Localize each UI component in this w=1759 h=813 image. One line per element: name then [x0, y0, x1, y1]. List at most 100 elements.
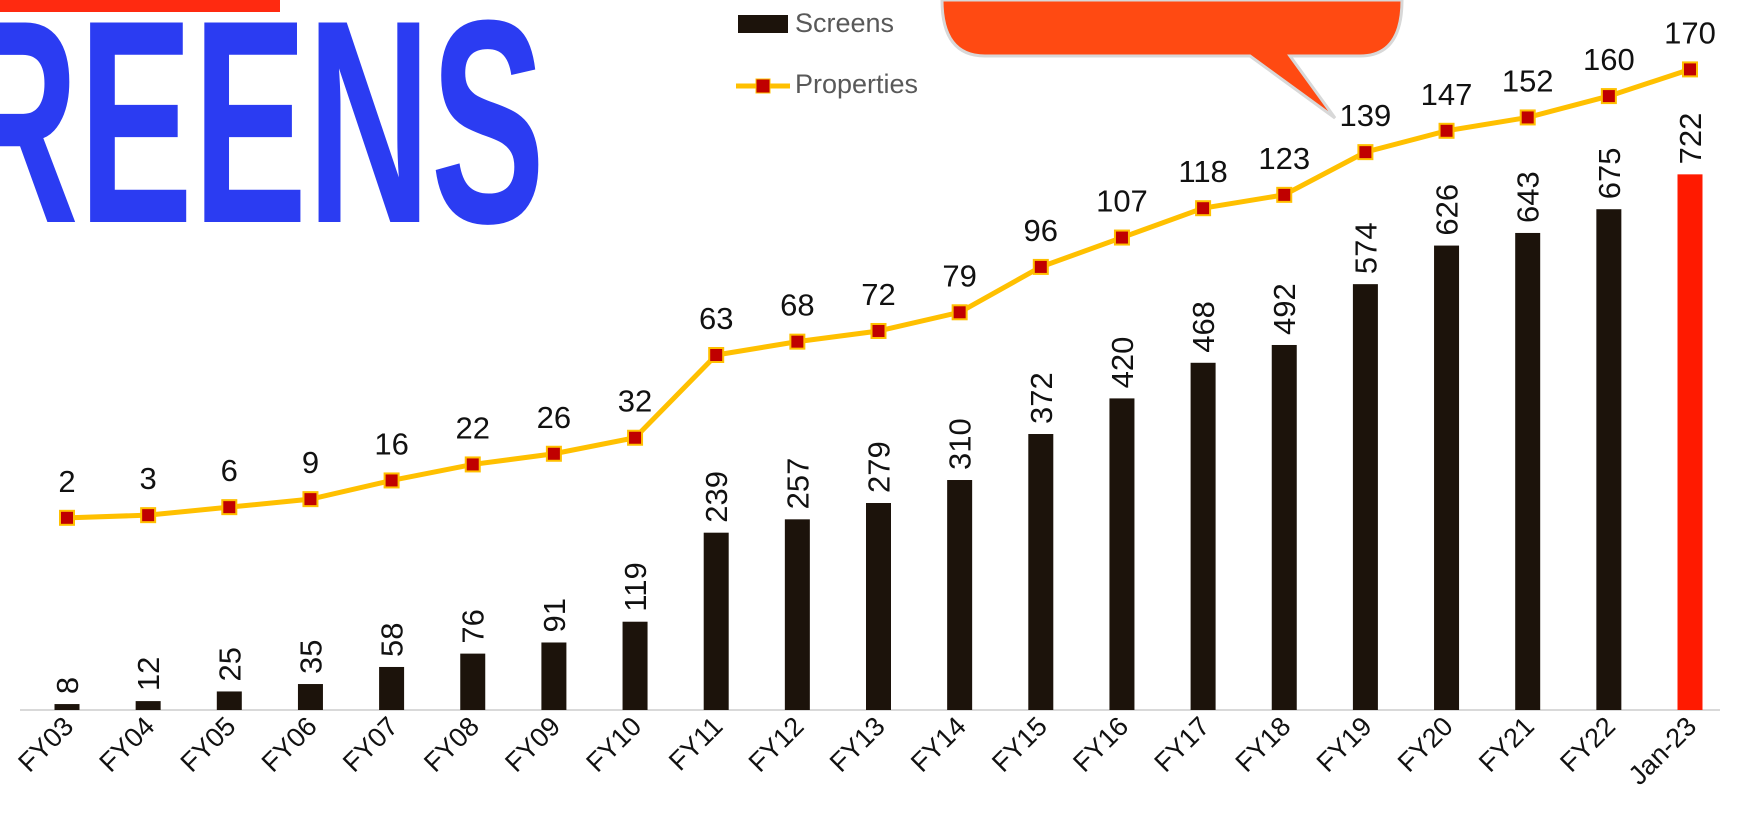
x-tick-label: FY20 — [1392, 711, 1459, 778]
bar — [785, 519, 810, 710]
data-label: 58 — [375, 622, 410, 656]
x-tick-label: FY16 — [1067, 711, 1134, 778]
marker — [1196, 201, 1210, 215]
legend-marker — [756, 79, 770, 93]
marker — [466, 457, 480, 471]
data-label: 139 — [1340, 98, 1392, 133]
bar — [1434, 246, 1459, 710]
data-label: 492 — [1267, 283, 1302, 335]
marker — [141, 508, 155, 522]
data-label: 468 — [1186, 301, 1221, 353]
data-label: 675 — [1592, 147, 1627, 199]
data-label: 257 — [780, 458, 815, 510]
data-label: 160 — [1583, 42, 1635, 77]
banner-text: REENS — [0, 0, 545, 284]
x-tick-label: FY14 — [905, 711, 972, 778]
data-label: 76 — [456, 609, 491, 643]
data-label: 239 — [699, 471, 734, 523]
x-tick-label: FY05 — [175, 711, 242, 778]
bar — [1028, 434, 1053, 710]
data-label: 152 — [1502, 63, 1554, 98]
x-tick-label: FY18 — [1230, 711, 1297, 778]
bar — [1596, 209, 1621, 710]
legend-label: Screens — [795, 8, 894, 38]
data-label: 96 — [1024, 213, 1058, 248]
chart: REENS Screens Properties FY03FY04FY05FY0… — [0, 0, 1759, 813]
data-label: 170 — [1664, 15, 1716, 50]
bar — [217, 691, 242, 710]
bar — [947, 480, 972, 710]
bar — [623, 622, 648, 710]
data-label: 12 — [131, 657, 166, 691]
data-label: 63 — [699, 301, 733, 336]
marker — [1034, 260, 1048, 274]
x-tick-label: FY11 — [663, 711, 728, 776]
data-label: 2 — [58, 464, 75, 499]
bar — [379, 667, 404, 710]
data-label: 123 — [1258, 141, 1310, 176]
bar — [1191, 363, 1216, 710]
bar — [1678, 174, 1703, 710]
x-tick-label: FY03 — [12, 711, 79, 778]
data-label: 420 — [1105, 337, 1140, 389]
marker — [872, 324, 886, 338]
x-tick-label: Jan-23 — [1623, 711, 1703, 791]
x-tick-label: FY19 — [1311, 711, 1378, 778]
data-label: 6 — [221, 453, 238, 488]
x-tick-label: FY22 — [1554, 711, 1621, 778]
marker — [1115, 231, 1129, 245]
data-label: 79 — [942, 258, 976, 293]
data-label: 147 — [1421, 77, 1473, 112]
marker — [1602, 89, 1616, 103]
legend: Screens Properties — [736, 8, 918, 99]
marker — [1521, 110, 1535, 124]
data-label: 3 — [140, 461, 157, 496]
legend-label: Properties — [795, 69, 918, 99]
data-label: 68 — [780, 288, 814, 323]
data-label: 32 — [618, 384, 652, 419]
bar — [460, 654, 485, 710]
data-label: 119 — [618, 562, 653, 611]
data-label: 35 — [293, 640, 328, 674]
marker — [1683, 62, 1697, 76]
x-tick-label: FY04 — [94, 711, 161, 778]
x-tick-label: FY15 — [986, 711, 1053, 778]
marker — [1440, 124, 1454, 138]
speech-bubble — [942, 0, 1402, 118]
data-label: 310 — [943, 418, 978, 470]
marker — [628, 431, 642, 445]
data-label: 8 — [50, 677, 85, 694]
data-label: 372 — [1024, 372, 1059, 424]
data-label: 25 — [212, 647, 247, 681]
data-label: 626 — [1430, 184, 1465, 236]
marker — [385, 473, 399, 487]
marker — [60, 511, 74, 525]
marker — [1358, 145, 1372, 159]
x-tick-label: FY12 — [743, 711, 810, 778]
bar — [298, 684, 323, 710]
x-tick-label: FY08 — [418, 711, 485, 778]
x-tick-label: FY07 — [337, 711, 404, 778]
marker — [953, 305, 967, 319]
data-label: 72 — [861, 277, 895, 312]
marker — [1277, 188, 1291, 202]
bar — [1109, 398, 1134, 710]
x-tick-label: FY17 — [1148, 711, 1215, 778]
data-label: 574 — [1348, 222, 1383, 274]
marker — [790, 335, 804, 349]
x-tick-label: FY06 — [256, 711, 323, 778]
x-tick-label: FY21 — [1473, 711, 1540, 778]
marker — [709, 348, 723, 362]
data-label: 643 — [1511, 171, 1546, 223]
bar — [1515, 233, 1540, 710]
bar — [55, 704, 80, 710]
bar — [136, 701, 161, 710]
data-label: 107 — [1096, 184, 1148, 219]
bar — [1353, 284, 1378, 710]
data-label: 22 — [456, 410, 490, 445]
marker — [547, 447, 561, 461]
data-label: 16 — [374, 426, 408, 461]
data-label: 26 — [537, 400, 571, 435]
marker — [222, 500, 236, 514]
data-label: 722 — [1673, 113, 1708, 165]
